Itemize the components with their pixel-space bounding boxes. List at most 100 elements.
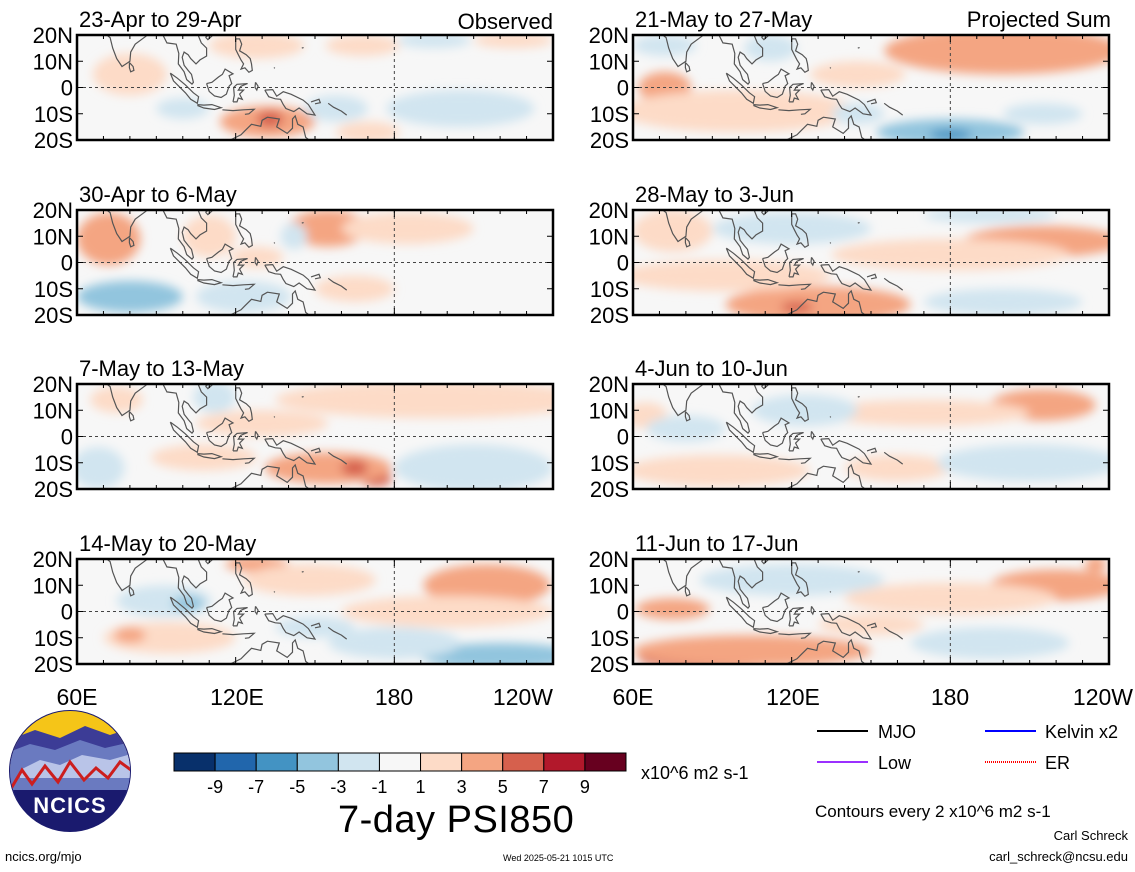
x-tick-label: 120W (1073, 684, 1133, 710)
x-tick-label: 180 (375, 684, 413, 710)
units-label: x10^6 m2 s-1 (641, 763, 749, 783)
coastline (810, 256, 815, 267)
coastline (883, 626, 904, 640)
coastline (778, 457, 812, 464)
colorbar-tick-label: 7 (539, 777, 549, 797)
y-tick-label: 20S (590, 303, 629, 328)
psi-field (77, 210, 474, 313)
coastline (762, 68, 791, 99)
positive-anomaly (196, 410, 329, 437)
negative-anomaly (156, 98, 210, 119)
negative-anomaly (172, 595, 204, 612)
y-tick-label: 10N (589, 398, 629, 423)
coastline (206, 592, 235, 623)
coastline (264, 88, 317, 116)
y-tick-label: 10N (589, 49, 629, 74)
coastline (778, 632, 812, 639)
positive-anomaly (818, 399, 1030, 426)
y-tick-label: 10N (33, 49, 73, 74)
coastline (829, 416, 832, 418)
coastline (725, 421, 756, 454)
y-tick-label: 20N (589, 198, 629, 223)
coastline (169, 421, 200, 454)
coastline (718, 35, 764, 85)
negative-anomaly (752, 394, 858, 426)
coastline (762, 243, 791, 274)
colorbar-swatch (337, 752, 380, 772)
negative-anomaly (831, 103, 885, 125)
colorbar-tick-label: -1 (371, 777, 387, 797)
coastline (778, 283, 812, 290)
coastline (792, 371, 796, 379)
psi-field (77, 384, 553, 489)
y-tick-label: 10N (33, 573, 73, 598)
negative-anomaly (633, 35, 697, 56)
legend-label-mjo: MJO (878, 722, 916, 742)
negative-anomaly (386, 90, 535, 127)
coastline (169, 72, 200, 105)
timestamp: Wed 2025-05-21 1015 UTC (503, 853, 614, 863)
source-url[interactable]: ncics.org/mjo (5, 849, 82, 864)
coastline (254, 256, 259, 267)
coastline (206, 417, 235, 448)
coastline (718, 559, 764, 609)
coastline (762, 592, 791, 623)
coastline (235, 213, 253, 249)
legend-label-kelvin: Kelvin x2 (1045, 722, 1118, 742)
coastline (791, 387, 809, 423)
coastline (866, 447, 878, 454)
x-axis-labels-left: 60E 120E 180 120W (57, 684, 554, 710)
coastline (301, 571, 304, 573)
y-tick-label: 20N (589, 547, 629, 572)
coastline (753, 627, 780, 635)
coastline (310, 273, 322, 280)
coastline (128, 586, 135, 597)
positive-anomaly (264, 452, 392, 484)
coastline (162, 210, 208, 260)
observed-label: Observed (458, 9, 553, 34)
positive-anomaly (77, 212, 141, 266)
author-email[interactable]: carl_schreck@ncsu.edu (989, 849, 1128, 864)
positive-anomaly (810, 61, 906, 88)
coastline (784, 289, 867, 315)
positive-anomaly (275, 384, 553, 419)
coastline (684, 411, 691, 422)
positive-anomaly (288, 210, 368, 247)
coastlines (661, 559, 904, 664)
coastlines (105, 559, 348, 664)
colorbar-swatch (296, 752, 339, 772)
panel-date-range: 23-Apr to 29-Apr (79, 7, 242, 32)
colorbar-tick-label: -9 (207, 777, 223, 797)
positive-anomaly (256, 111, 284, 127)
positive-anomaly (633, 454, 811, 487)
coastline (206, 243, 235, 274)
negative-anomaly (910, 627, 1070, 659)
positive-anomaly (633, 259, 832, 292)
negative-anomaly (646, 415, 726, 442)
coastline (222, 632, 256, 639)
coastline (784, 114, 867, 140)
panel-date-range: 30-Apr to 6-May (79, 182, 237, 207)
negative-anomaly (394, 444, 553, 489)
y-tick-label: 10N (33, 398, 73, 423)
coastline (301, 47, 304, 49)
negative-anomaly (744, 35, 797, 62)
legend-label-er: ER (1045, 753, 1070, 773)
coastline (162, 559, 208, 609)
positive-anomaly (725, 286, 911, 315)
coastline (829, 591, 832, 593)
coastline (866, 622, 878, 629)
coastline (222, 457, 256, 464)
y-tick-label: 20S (34, 652, 73, 677)
x-tick-label: 120W (493, 684, 553, 710)
positive-anomaly (209, 35, 305, 59)
coastline (866, 98, 878, 105)
negative-anomaly (196, 280, 292, 313)
coastline (301, 396, 304, 398)
y-tick-label: 10S (34, 277, 73, 302)
coastline (235, 387, 253, 423)
y-tick-label: 10S (590, 626, 629, 651)
